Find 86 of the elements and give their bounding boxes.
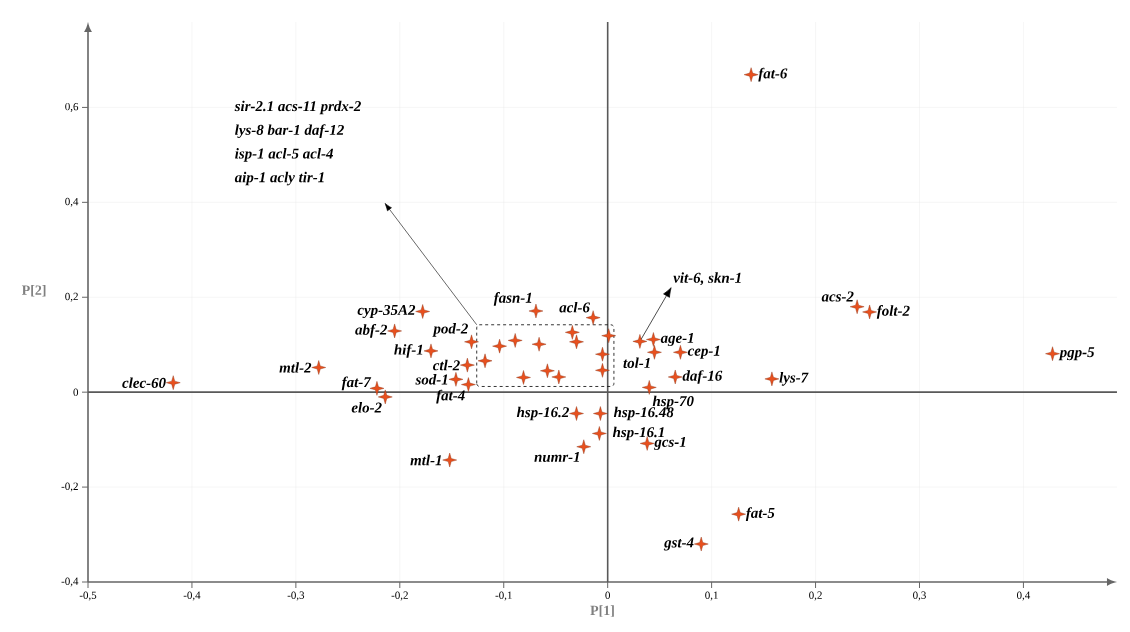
point — [1045, 346, 1060, 361]
data-label: age-1 — [660, 332, 694, 347]
annotation: isp-1 acl-5 acl-4 — [235, 148, 334, 162]
data-label: acl-6 — [559, 301, 590, 313]
point — [592, 426, 607, 441]
point — [576, 439, 591, 454]
point — [601, 328, 616, 343]
data-label: tol-1 — [623, 357, 650, 369]
point — [166, 375, 181, 390]
data-label: pgp-5 — [1058, 347, 1095, 361]
data-label: gst-4 — [663, 537, 694, 551]
point — [642, 380, 657, 395]
data-label: acs-2 — [821, 291, 854, 302]
x-tick-label: 0,4 — [1017, 591, 1031, 601]
point — [743, 67, 759, 82]
data-label: daf-16 — [682, 370, 723, 384]
data-label: lys-7 — [779, 372, 809, 386]
point — [507, 333, 523, 348]
data-label: fat-5 — [745, 507, 775, 521]
point — [460, 357, 475, 373]
data-label: cyp-35A2 — [357, 304, 416, 319]
point — [423, 343, 439, 359]
x-tick-label: 0 — [605, 591, 610, 599]
data-label: pod-2 — [432, 323, 468, 337]
point — [862, 304, 877, 320]
point — [694, 536, 709, 552]
y-tick-label: 0,2 — [65, 292, 78, 302]
point — [565, 325, 580, 340]
point — [448, 372, 464, 387]
x-tick-label: -0,3 — [287, 591, 305, 601]
data-label: folt-2 — [876, 305, 910, 319]
data-label: hif-1 — [394, 344, 423, 358]
point — [632, 334, 648, 349]
point — [516, 370, 531, 385]
data-label: clec-60 — [122, 377, 166, 388]
point — [477, 353, 493, 369]
annotation: sir-2.1 acs-11 prdx-2 — [234, 100, 361, 115]
point — [668, 369, 683, 385]
point — [646, 332, 661, 347]
point — [595, 347, 610, 362]
x-tick-label: -0,5 — [79, 591, 97, 601]
data-label: abf-2 — [355, 324, 388, 338]
point — [387, 323, 402, 339]
point — [551, 369, 567, 385]
x-tick-label: -0,1 — [495, 591, 512, 601]
point — [311, 360, 326, 375]
point — [595, 363, 610, 378]
y-tick-label: 0,6 — [65, 102, 79, 112]
point — [442, 452, 457, 468]
data-label: fat-6 — [758, 67, 788, 82]
point — [569, 406, 584, 421]
point — [731, 506, 746, 522]
point — [540, 363, 555, 379]
data-label: fat-4 — [436, 389, 465, 404]
annotation: lys-8 bar-1 daf-12 — [235, 124, 344, 139]
point — [593, 406, 608, 421]
point — [369, 381, 385, 396]
data-label: cep-1 — [687, 345, 720, 359]
data-label: fat-7 — [341, 376, 372, 391]
x-tick-label: 0,3 — [913, 591, 926, 601]
data-label: mtl-1 — [410, 454, 441, 466]
y-tick-label: 0,4 — [65, 197, 79, 207]
point — [764, 371, 780, 387]
annotation: vit-6, skn-1 — [673, 272, 741, 286]
y-tick-label: 0 — [73, 388, 79, 396]
data-label: sod-1 — [415, 374, 448, 385]
point — [492, 338, 507, 354]
point — [531, 337, 547, 352]
annotation: aip-1 acly tir-1 — [234, 171, 324, 186]
x-tick-label: -0,2 — [391, 591, 408, 601]
x-tick-label: 0,2 — [809, 591, 822, 601]
point — [569, 334, 584, 350]
y-axis-title: P[2] — [21, 285, 46, 297]
point — [673, 345, 688, 360]
data-label: hsp-16.2 — [516, 406, 569, 421]
data-label: ctl-2 — [433, 359, 460, 371]
data-label: numr-1 — [534, 451, 580, 462]
x-axis-title: P[1] — [590, 605, 614, 617]
data-label: mtl-2 — [279, 362, 312, 373]
y-tick-label: -0,2 — [61, 482, 78, 492]
y-tick-label: -0,4 — [61, 577, 79, 587]
x-tick-label: -0,4 — [183, 591, 201, 601]
data-label: elo-2 — [351, 402, 382, 413]
point — [415, 304, 430, 319]
data-label: fasn-1 — [493, 292, 532, 306]
x-tick-label: 0,1 — [705, 591, 718, 601]
